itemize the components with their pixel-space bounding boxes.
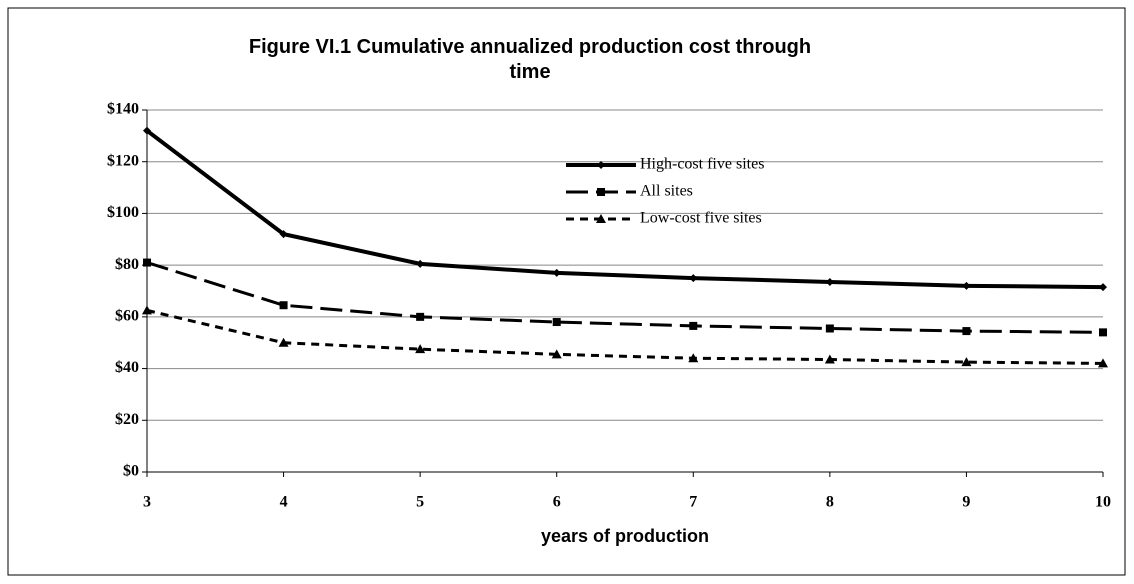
series-line [145, 129, 1104, 290]
x-tick-label: 8 [826, 494, 834, 511]
marker [824, 354, 835, 364]
y-tick-label: $40 [115, 359, 139, 376]
y-tick-label: $20 [115, 411, 139, 428]
marker [596, 214, 606, 223]
marker [279, 301, 288, 310]
marker [551, 349, 562, 359]
marker [416, 259, 425, 268]
marker [962, 327, 971, 336]
legend-label: Low-cost five sites [640, 210, 762, 227]
marker [597, 161, 605, 169]
marker [597, 188, 605, 196]
y-tick-label: $60 [115, 308, 139, 325]
chart-border [7, 7, 1126, 576]
y-tick-label: $80 [115, 256, 139, 273]
x-tick-label: 5 [416, 494, 424, 511]
marker [415, 344, 426, 354]
marker [552, 268, 561, 277]
marker [142, 305, 152, 315]
x-tick-label: 6 [553, 494, 561, 511]
marker [961, 357, 972, 367]
y-tick-label: $100 [107, 204, 139, 221]
marker [825, 324, 834, 333]
marker [416, 312, 425, 321]
chart-title: time [509, 61, 550, 83]
x-tick-label: 3 [143, 494, 151, 511]
chart-title: Figure VI.1 Cumulative annualized produc… [249, 36, 811, 58]
marker [1099, 283, 1107, 292]
series-line [146, 308, 1104, 365]
marker [1099, 328, 1107, 337]
marker [552, 318, 561, 327]
marker [962, 281, 971, 290]
series-line [146, 261, 1104, 334]
marker [689, 321, 698, 330]
marker [143, 126, 151, 135]
x-tick-label: 7 [689, 494, 697, 511]
marker [688, 353, 699, 363]
x-axis-label: years of production [541, 526, 709, 546]
y-tick-label: $120 [107, 152, 139, 169]
marker [143, 258, 151, 267]
legend-label: All sites [640, 183, 693, 200]
marker [825, 277, 834, 286]
marker [279, 230, 288, 239]
legend-label: High-cost five sites [640, 156, 764, 173]
x-tick-label: 9 [962, 494, 970, 511]
x-tick-label: 10 [1095, 494, 1111, 511]
marker [689, 274, 698, 283]
y-tick-label: $140 [107, 101, 139, 118]
marker [1098, 358, 1108, 368]
x-tick-label: 4 [280, 494, 288, 511]
marker [278, 337, 289, 347]
y-tick-label: $0 [123, 463, 139, 480]
